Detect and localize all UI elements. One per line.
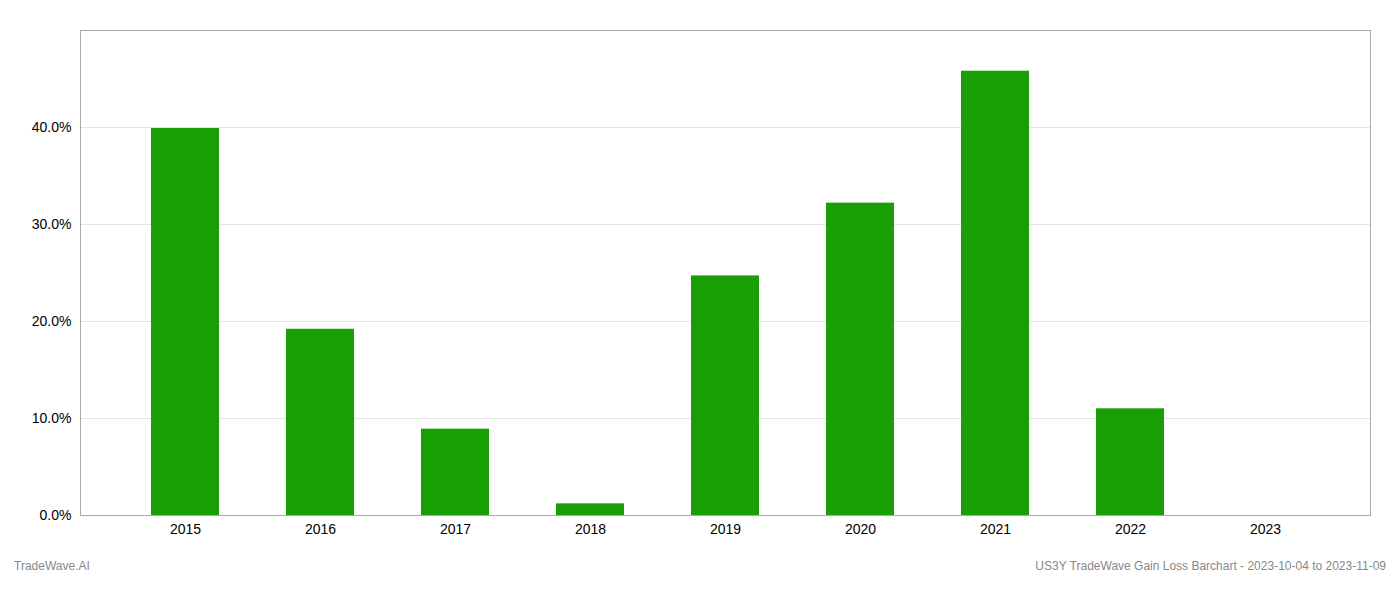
svg-text:2016: 2016 (305, 521, 336, 537)
svg-text:10.0%: 10.0% (32, 410, 72, 426)
svg-text:2022: 2022 (1115, 521, 1146, 537)
svg-text:20.0%: 20.0% (32, 313, 72, 329)
html-text:TradeWave.AI: TradeWave.AI (14, 559, 90, 573)
svg-text:2017: 2017 (440, 521, 471, 537)
svg-text:2023: 2023 (1250, 521, 1281, 537)
svg-text:2019: 2019 (710, 521, 741, 537)
svg-text:2020: 2020 (845, 521, 876, 537)
html-text:US3Y TradeWave Gain Loss Barch: US3Y TradeWave Gain Loss Barchart - 2023… (1035, 559, 1386, 573)
svg-text:2021: 2021 (980, 521, 1011, 537)
svg-text:40.0%: 40.0% (32, 119, 72, 135)
svg-text:30.0%: 30.0% (32, 216, 72, 232)
svg-text:2018: 2018 (575, 521, 606, 537)
svg-text:2015: 2015 (170, 521, 201, 537)
svg-text:0.0%: 0.0% (40, 507, 72, 523)
